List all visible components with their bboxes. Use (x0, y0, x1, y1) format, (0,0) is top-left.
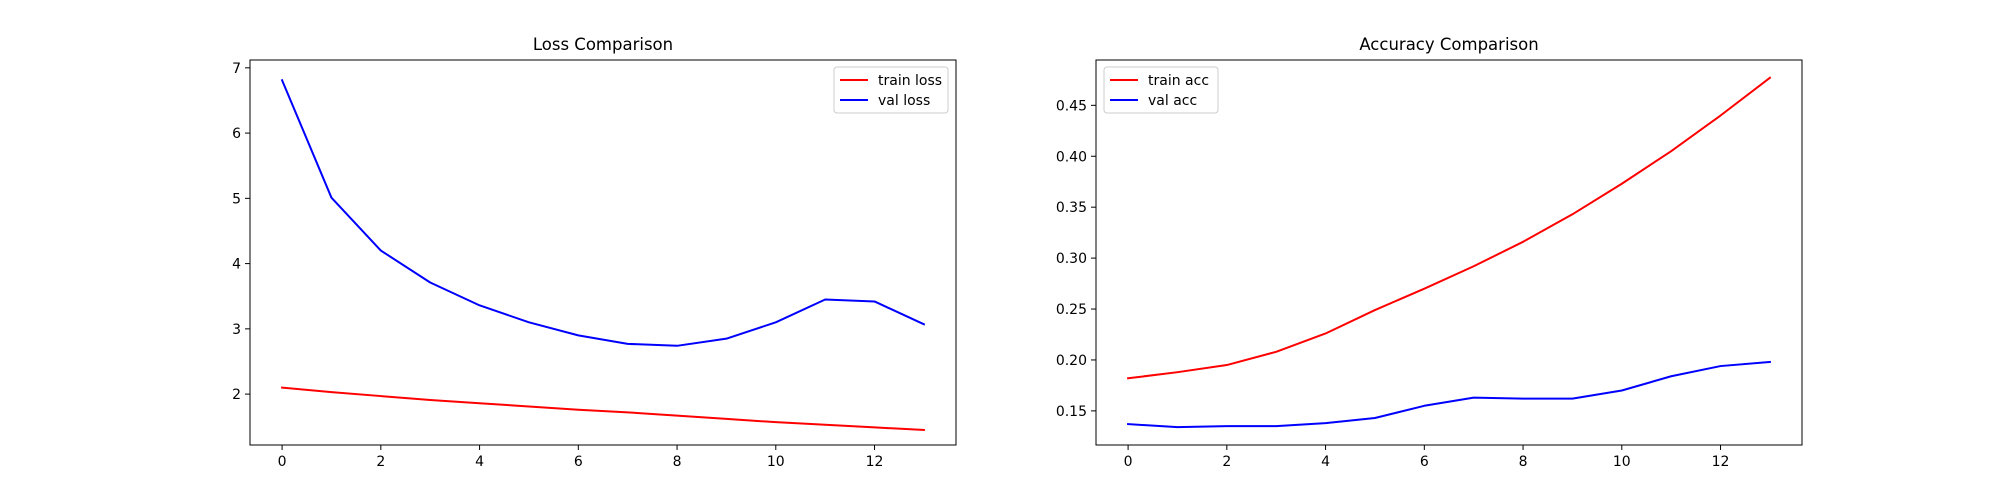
axes-frame (249, 59, 957, 446)
y-tick-label: 7 (232, 61, 241, 77)
x-tick-label: 0 (1124, 454, 1133, 470)
x-tick-label: 10 (1613, 454, 1631, 470)
x-tick-label: 8 (1519, 454, 1528, 470)
x-tick-label: 2 (1222, 454, 1231, 470)
legend: train loss val loss (833, 66, 949, 114)
x-tick-label: 0 (278, 454, 287, 470)
y-tick-label: 6 (232, 126, 241, 142)
y-tick-label: 4 (232, 257, 241, 273)
series-line-train-acc (1126, 76, 1772, 380)
chart-title: Loss Comparison (533, 35, 673, 54)
x-tick-label: 2 (376, 454, 385, 470)
x-tick-label: 12 (1712, 454, 1730, 470)
x-tick-label: 8 (673, 454, 682, 470)
y-tick-label: 0.40 (1056, 149, 1087, 165)
legend-label: val loss (878, 93, 930, 109)
chart-0: Loss Comparison 0 2 4 6 8 10 12 2 3 4 5 6 7 train loss… (232, 35, 957, 470)
y-tick-label: 3 (232, 322, 241, 338)
series-line-val-acc (1127, 360, 1771, 429)
x-tick-label: 4 (1321, 454, 1330, 470)
chart-1: Accuracy Comparison 0 2 4 6 8 10 12 0.15 0.20 0.25… (1056, 35, 1803, 470)
x-tick-label: 6 (574, 454, 583, 470)
y-tick-label: 0.35 (1056, 200, 1087, 216)
series-line-val-loss (280, 78, 926, 347)
legend-label: train acc (1148, 73, 1209, 89)
y-tick-label: 0.15 (1056, 404, 1087, 420)
y-tick-label: 0.25 (1056, 302, 1087, 318)
y-tick-label: 0.20 (1056, 353, 1087, 369)
x-tick-label: 10 (767, 454, 785, 470)
legend-box (1103, 66, 1219, 114)
y-tick-label: 0.30 (1056, 251, 1087, 267)
legend: train acc val acc (1103, 66, 1219, 114)
y-tick-label: 2 (232, 387, 241, 403)
chart-title: Accuracy Comparison (1359, 35, 1538, 54)
x-tick-label: 4 (475, 454, 484, 470)
legend-label: val acc (1148, 93, 1197, 109)
x-tick-label: 12 (866, 454, 884, 470)
axes-frame (1095, 59, 1803, 446)
legend-box (833, 66, 949, 114)
y-tick-label: 5 (232, 191, 241, 207)
x-tick-label: 6 (1420, 454, 1429, 470)
series-line-train-loss (281, 386, 925, 432)
y-tick-label: 0.45 (1056, 98, 1087, 114)
legend-label: train loss (878, 73, 942, 89)
